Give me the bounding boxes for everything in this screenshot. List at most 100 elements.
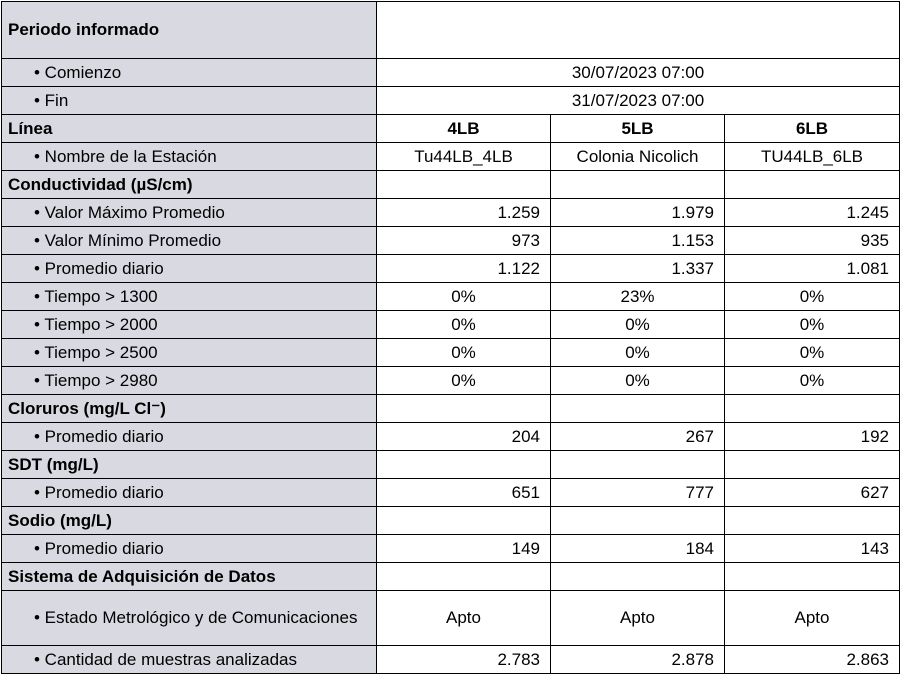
row-label: • Cantidad de muestras analizadas: [1, 645, 377, 674]
value-cell: 1.979: [550, 198, 725, 227]
empty-cell: [376, 506, 551, 535]
value-cell: 1.337: [550, 254, 725, 283]
empty-cell: [724, 506, 900, 535]
table-row: • Fin 31/07/2023 07:00: [1, 86, 900, 115]
value-cell: Tu44LB_4LB: [376, 142, 551, 171]
row-label: • Promedio diario: [1, 534, 377, 563]
value-cell: 2.878: [550, 645, 725, 674]
value-cell: 0%: [724, 310, 900, 339]
value-cell: Apto: [724, 590, 900, 646]
value-cell: Apto: [550, 590, 725, 646]
table-row: • Tiempo > 2000 0% 0% 0%: [1, 310, 900, 339]
value-cell: 935: [724, 226, 900, 255]
value-cell: 0%: [376, 366, 551, 395]
table-row: • Tiempo > 2980 0% 0% 0%: [1, 366, 900, 395]
row-label: • Comienzo: [1, 58, 377, 87]
value-cell: 2.863: [724, 645, 900, 674]
table-row: • Promedio diario 204 267 192: [1, 422, 900, 451]
table-row: • Promedio diario 149 184 143: [1, 534, 900, 563]
empty-cell: [724, 170, 900, 199]
value-cell: 267: [550, 422, 725, 451]
value-cell: 0%: [724, 282, 900, 311]
value-cell: 184: [550, 534, 725, 563]
empty-cell: [550, 450, 725, 479]
table-row: SDT (mg/L): [1, 450, 900, 479]
empty-cell: [550, 394, 725, 423]
value-cell: 1.081: [724, 254, 900, 283]
empty-cell: [376, 450, 551, 479]
value-cell: 4LB: [376, 114, 551, 143]
empty-cell: [724, 450, 900, 479]
table-row: Línea 4LB 5LB 6LB: [1, 114, 900, 143]
row-label: • Tiempo > 2000: [1, 310, 377, 339]
row-label: • Tiempo > 2500: [1, 338, 377, 367]
value-cell: 0%: [724, 366, 900, 395]
table-row: • Promedio diario 651 777 627: [1, 478, 900, 507]
value-cell: 651: [376, 478, 551, 507]
section-label: Línea: [1, 114, 377, 143]
row-label: • Fin: [1, 86, 377, 115]
value-cell: 149: [376, 534, 551, 563]
value-cell: TU44LB_6LB: [724, 142, 900, 171]
empty-cell: [376, 562, 551, 591]
value-cell: 973: [376, 226, 551, 255]
section-label: Cloruros (mg/L Cl⁻): [1, 394, 377, 423]
table-row: • Tiempo > 1300 0% 23% 0%: [1, 282, 900, 311]
section-label: Sistema de Adquisición de Datos: [1, 562, 377, 591]
value-cell: 6LB: [724, 114, 900, 143]
table-row: Sistema de Adquisición de Datos: [1, 562, 900, 591]
empty-cell: [550, 506, 725, 535]
row-label: • Estado Metrológico y de Comunicaciones: [1, 590, 377, 646]
value-cell: Colonia Nicolich: [550, 142, 725, 171]
row-label: • Tiempo > 1300: [1, 282, 377, 311]
row-label: • Nombre de la Estación: [1, 142, 377, 171]
value-cell: 0%: [550, 310, 725, 339]
table-row: • Nombre de la Estación Tu44LB_4LB Colonia…: [1, 142, 900, 171]
table-row: Cloruros (mg/L Cl⁻): [1, 394, 900, 423]
value-cell: 23%: [550, 282, 725, 311]
value-cell: 143: [724, 534, 900, 563]
table-row: Sodio (mg/L): [1, 506, 900, 535]
empty-cell: [550, 170, 725, 199]
value-cell: 0%: [550, 338, 725, 367]
empty-cell: [376, 170, 551, 199]
empty-cell: [550, 562, 725, 591]
row-label: • Promedio diario: [1, 478, 377, 507]
table-row: Conductividad (µS/cm): [1, 170, 900, 199]
table-row: • Valor Máximo Promedio 1.259 1.979 1.245: [1, 198, 900, 227]
value-cell: Apto: [376, 590, 551, 646]
table-row: • Promedio diario 1.122 1.337 1.081: [1, 254, 900, 283]
value-cell: 5LB: [550, 114, 725, 143]
value-cell: 0%: [376, 338, 551, 367]
value-cell: 0%: [376, 310, 551, 339]
value-cell: 627: [724, 478, 900, 507]
row-label: • Valor Mínimo Promedio: [1, 226, 377, 255]
empty-cell: [724, 394, 900, 423]
row-label: • Valor Máximo Promedio: [1, 198, 377, 227]
section-label: SDT (mg/L): [1, 450, 377, 479]
value-cell: 31/07/2023 07:00: [376, 86, 900, 115]
value-cell: 204: [376, 422, 551, 451]
section-label: Sodio (mg/L): [1, 506, 377, 535]
value-cell: 1.122: [376, 254, 551, 283]
value-cell: 30/07/2023 07:00: [376, 58, 900, 87]
table-row: • Cantidad de muestras analizadas 2.783 2.…: [1, 645, 900, 674]
table-row: • Estado Metrológico y de Comunicaciones…: [1, 590, 900, 646]
value-cell: 1.153: [550, 226, 725, 255]
value-cell: 0%: [550, 366, 725, 395]
value-cell: 0%: [376, 282, 551, 311]
value-cell: 777: [550, 478, 725, 507]
value-cell: 0%: [724, 338, 900, 367]
table-row: Periodo informado: [1, 1, 900, 59]
table-row: • Comienzo 30/07/2023 07:00: [1, 58, 900, 87]
table-row: • Tiempo > 2500 0% 0% 0%: [1, 338, 900, 367]
section-label: Periodo informado: [1, 1, 377, 59]
row-label: • Promedio diario: [1, 422, 377, 451]
empty-cell: [376, 394, 551, 423]
empty-cell: [376, 1, 900, 59]
section-label: Conductividad (µS/cm): [1, 170, 377, 199]
value-cell: 2.783: [376, 645, 551, 674]
value-cell: 192: [724, 422, 900, 451]
